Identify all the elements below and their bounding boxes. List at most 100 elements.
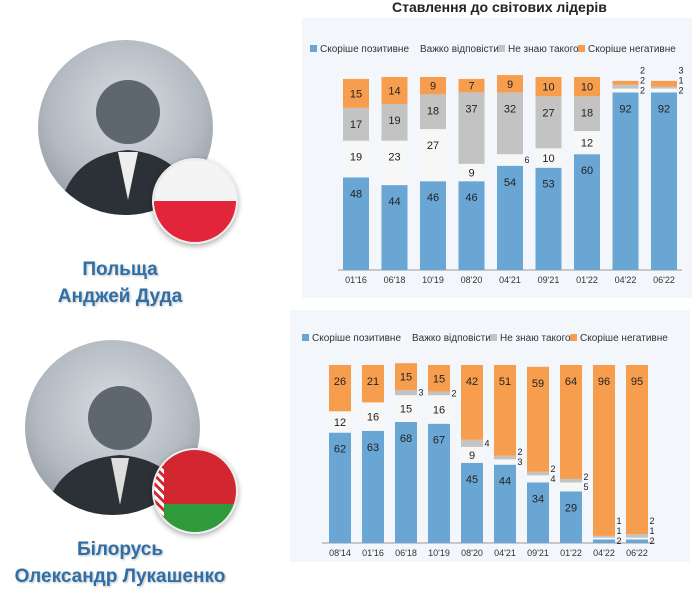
data-label-small: 3 <box>679 66 684 76</box>
data-label: 16 <box>367 412 379 424</box>
x-tick-label: 06'18 <box>395 548 417 558</box>
bar-segment-hard <box>574 131 600 155</box>
data-label: 15 <box>400 372 412 384</box>
data-label-small: 6 <box>525 155 530 165</box>
chart-belarus: Скоріше позитивне Важко відповісти Не знаю… <box>302 333 668 558</box>
caption-belarus: Білорусь Олександр Лукашенко <box>0 536 240 590</box>
country-name: Польща <box>82 259 158 280</box>
x-tick-label: 08'20 <box>461 275 483 285</box>
data-label: 48 <box>350 188 362 200</box>
bar-segment-hard <box>527 475 549 483</box>
bar-segment-hard <box>329 411 351 433</box>
bar-segment-unknown <box>626 534 648 538</box>
bar-segment-positive <box>494 464 516 543</box>
bar-segment-negative <box>395 363 417 390</box>
x-tick-label: 09'21 <box>538 275 560 285</box>
leader-name: Анджей Дуда <box>57 286 183 307</box>
bar-segment-positive <box>381 185 408 270</box>
legend-swatch <box>410 45 417 52</box>
bar-segment-unknown <box>381 104 408 141</box>
x-tick-label: 01'22 <box>560 548 582 558</box>
data-label: 95 <box>631 376 643 388</box>
bar-segment-positive <box>651 92 677 270</box>
bar-segment-hard <box>420 129 446 182</box>
data-label-small: 5 <box>584 482 589 492</box>
bar-segment-negative <box>420 77 446 95</box>
data-label: 10 <box>542 153 554 165</box>
bar-segment-unknown <box>420 94 446 130</box>
data-label: 51 <box>499 376 511 388</box>
data-label: 62 <box>334 444 346 456</box>
bar-segment-unknown <box>395 389 417 396</box>
data-label: 14 <box>388 86 400 98</box>
data-label: 15 <box>433 373 445 385</box>
bar-segment-negative <box>527 366 549 472</box>
bar-segment-positive <box>395 421 417 543</box>
bar-segment-negative <box>574 77 600 97</box>
x-tick-label: 09'21 <box>527 548 549 558</box>
bar-segment-hard <box>343 140 369 178</box>
bar-segment-positive <box>461 462 483 543</box>
data-label-small: 2 <box>650 536 655 546</box>
data-label: 26 <box>334 376 346 388</box>
x-tick-label: 04'22 <box>615 275 637 285</box>
data-label: 53 <box>542 179 554 191</box>
caption-poland: Польща Анджей Дуда <box>0 256 240 310</box>
data-label-small: 3 <box>419 388 424 398</box>
legend-label: Важко відповісти <box>412 333 491 344</box>
x-tick-label: 08'20 <box>461 548 483 558</box>
bar-segment-positive <box>593 539 615 543</box>
bar-segment-negative <box>651 80 677 87</box>
data-label-small: 2 <box>452 388 457 398</box>
data-label-small: 2 <box>640 66 645 76</box>
bar-segment-unknown <box>497 92 523 155</box>
data-label-small: 2 <box>679 86 684 96</box>
x-tick-label: 08'14 <box>329 548 351 558</box>
bar-segment-unknown <box>574 96 600 132</box>
legend-swatch <box>570 334 577 341</box>
bar-segment-unknown <box>428 391 450 396</box>
legend-label: Скоріше позитивне <box>312 333 401 344</box>
bar-segment-negative <box>343 78 369 108</box>
x-tick-label: 10'19 <box>422 275 444 285</box>
data-label: 18 <box>427 105 439 117</box>
bar-segment-unknown <box>343 107 369 141</box>
chart-title: Ставлення до світових лідерів <box>392 0 607 15</box>
bar-segment-hard <box>494 459 516 465</box>
data-label: 10 <box>581 82 593 94</box>
bar-segment-negative <box>626 365 648 535</box>
x-tick-label: 01'16 <box>345 275 367 285</box>
bar-segment-negative <box>494 365 516 456</box>
x-tick-label: 01'22 <box>576 275 598 285</box>
chart-poland: Скоріше позитивне Важко відповісти Не знаю… <box>310 44 684 285</box>
data-label-small: 2 <box>617 536 622 546</box>
leader-name: Олександр Лукашенко <box>14 566 226 587</box>
bar-segment-positive <box>420 181 446 270</box>
legend-label: Не знаю такого <box>508 44 579 55</box>
bar-segment-negative <box>428 365 450 392</box>
bar-segment-hard <box>362 402 384 431</box>
bar-segment-positive <box>428 423 450 543</box>
legend-swatch <box>578 45 585 52</box>
bar-segment-unknown <box>494 455 516 460</box>
bar-segment-negative <box>329 365 351 412</box>
bar-segment-negative <box>362 365 384 403</box>
bar-segment-unknown <box>651 86 677 89</box>
data-label: 19 <box>350 152 362 164</box>
bar-segment-positive <box>574 154 600 270</box>
bar-segment-unknown <box>458 92 485 164</box>
legend-label: Скоріше позитивне <box>320 44 409 55</box>
data-label: 45 <box>466 474 478 486</box>
data-label: 96 <box>598 376 610 388</box>
x-tick-label: 06'22 <box>626 548 648 558</box>
data-label: 34 <box>532 493 544 505</box>
data-label-small: 3 <box>518 457 523 467</box>
legend-swatch <box>302 334 309 341</box>
bar-segment-unknown <box>593 535 615 538</box>
data-label: 37 <box>465 103 477 115</box>
data-label: 44 <box>499 476 511 488</box>
data-label: 7 <box>468 81 474 93</box>
data-label: 60 <box>581 165 593 177</box>
legend-swatch <box>310 45 317 52</box>
data-label: 9 <box>430 81 436 93</box>
